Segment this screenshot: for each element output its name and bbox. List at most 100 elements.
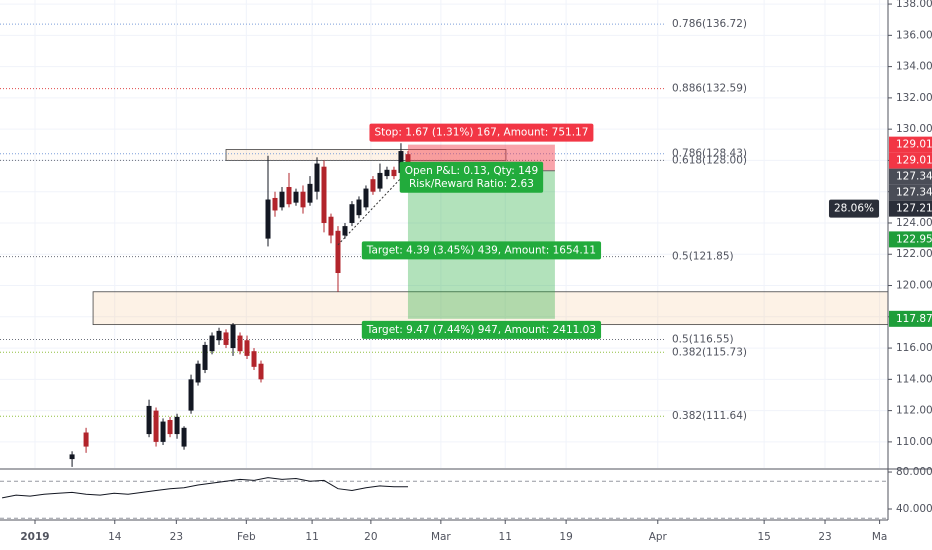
percent-label: 28.06%: [828, 199, 880, 218]
main-pane: [0, 0, 888, 468]
fib-label: 0.786(136.72): [672, 18, 747, 30]
candle-body: [300, 191, 306, 208]
y-tick-label: 40.0000: [896, 503, 932, 515]
stop-label: Stop: 1.67 (1.31%) 167, Amount: 751.17: [369, 123, 594, 142]
candle-body: [244, 340, 250, 356]
y-tick-label: 112.00: [896, 405, 932, 417]
pnl-line: Risk/Reward Ratio: 2.63: [409, 178, 534, 190]
price-label-bg: [889, 310, 932, 327]
target-label-text: Target: 4.39 (3.45%) 439, Amount: 1654.1…: [366, 244, 596, 256]
candle-body: [265, 199, 271, 239]
candle-body: [258, 363, 264, 380]
fib-label: 0.5(121.85): [672, 251, 734, 263]
fib-label: 0.886(132.59): [672, 83, 747, 95]
target-label-text: Target: 9.47 (7.44%) 947, Amount: 2411.0…: [366, 324, 596, 336]
price-label: 129.01: [896, 155, 932, 167]
candle-body: [83, 432, 89, 447]
x-tick-label: Mar: [431, 531, 451, 543]
price-label: 129.01: [896, 139, 932, 151]
candle-body: [307, 183, 313, 203]
x-tick-label: Apr: [649, 531, 668, 543]
target-label: Target: 4.39 (3.45%) 439, Amount: 1654.1…: [361, 241, 602, 260]
candle-body: [391, 169, 397, 177]
x-tick-label: 19: [559, 531, 572, 543]
candle-body: [342, 226, 348, 236]
candle-body: [272, 197, 278, 211]
y-tick-label: 132.00: [896, 92, 932, 104]
trendline: [337, 170, 409, 246]
candle-body: [153, 410, 159, 442]
x-tick-label: 23: [170, 531, 183, 543]
x-tick-label: 11: [499, 531, 512, 543]
candle-body: [328, 216, 334, 236]
candle-body: [230, 324, 236, 349]
candle-body: [279, 191, 285, 208]
x-tick-label: 2019: [20, 531, 49, 543]
candle-body: [377, 172, 383, 189]
candle-body: [314, 163, 320, 192]
x-tick-label: Feb: [237, 531, 256, 543]
candle-body: [167, 419, 173, 435]
price-label: 127.21: [896, 203, 932, 215]
price-label: 122.95: [896, 233, 932, 245]
fib-label: 0.382(111.64): [672, 410, 747, 422]
candle-body: [216, 330, 222, 341]
candle-body: [286, 187, 292, 205]
percent-label-bg: [828, 199, 880, 218]
zone: [225, 149, 507, 161]
price-label: 127.34: [896, 187, 932, 199]
y-tick-label: 80.0000: [896, 466, 932, 478]
x-tick-label: 14: [108, 531, 122, 543]
y-tick-label: 110.00: [896, 436, 932, 448]
y-tick-label: 136.00: [896, 29, 932, 41]
price-label-bg: [889, 184, 932, 201]
candle-body: [181, 427, 187, 447]
target-label-bg: [361, 241, 602, 260]
y-tick-label: 116.00: [896, 342, 932, 354]
y-tick-label: 122.00: [896, 248, 932, 260]
candle-body: [384, 169, 390, 177]
candle-body: [174, 416, 180, 435]
candle-body: [335, 230, 341, 274]
target-label-bg: [361, 320, 602, 339]
candle-body: [202, 344, 208, 370]
price-label: 127.34: [896, 171, 932, 183]
pnl-line: Open P&L: 0.13, Qty: 149: [405, 165, 538, 177]
candle-body: [370, 179, 376, 192]
candle-body: [195, 363, 201, 383]
candle-body: [209, 335, 215, 352]
candle-body: [363, 188, 369, 208]
price-label-bg: [889, 136, 932, 153]
stop-label-bg: [369, 123, 594, 142]
candle-body: [69, 454, 75, 460]
candle-body: [160, 421, 166, 442]
y-tick-label: 124.00: [896, 217, 932, 229]
price-label: 117.87: [896, 313, 932, 325]
candle-body: [237, 335, 243, 352]
percent-label-text: 28.06%: [834, 203, 874, 215]
candle-body: [293, 191, 299, 203]
pnl-bg: [399, 161, 544, 193]
y-tick-label: 134.00: [896, 61, 932, 73]
y-tick-label: 114.00: [896, 373, 932, 385]
fib-label: 0.618(128.00): [672, 154, 747, 166]
x-tick-label: 15: [757, 531, 770, 543]
y-tick-label: 130.00: [896, 123, 932, 135]
x-tick-label: 20: [364, 531, 377, 543]
fib-label: 0.786(128.43): [672, 148, 747, 160]
y-tick-label: 120.00: [896, 280, 932, 292]
price-label-bg: [889, 231, 932, 248]
y-tick-label: 138.00: [896, 0, 932, 10]
price-label-bg: [889, 168, 932, 185]
x-tick-label: Ma: [872, 531, 888, 543]
target-label: Target: 9.47 (7.44%) 947, Amount: 2411.0…: [361, 320, 602, 339]
price-label-bg: [889, 200, 932, 217]
candle-body: [251, 351, 257, 367]
candle-body: [321, 166, 327, 223]
rsi-line: [2, 477, 408, 499]
fib-label: 0.382(115.73): [672, 346, 747, 358]
candle-body: [349, 204, 355, 223]
